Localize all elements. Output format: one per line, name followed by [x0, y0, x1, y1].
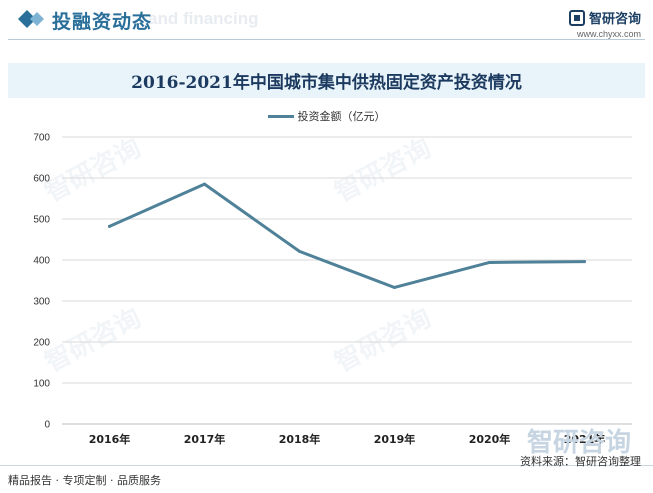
double-chevron-icon: [18, 10, 44, 28]
y-tick-label: 300: [33, 297, 50, 308]
x-tick-label: 2016年: [89, 432, 131, 446]
chart-title-bar: 2016-2021年中国城市集中供热固定资产投资情况: [8, 63, 645, 98]
brand: 智研咨询 www.chyxx.com: [568, 8, 641, 39]
source-note: 资料来源：智研咨询整理: [520, 455, 641, 468]
page-header: and financing 投融资动态 智研咨询 www.chyxx.com: [0, 0, 653, 44]
brand-logo-icon: [568, 9, 585, 26]
y-tick-label: 0: [44, 420, 50, 431]
footer-divider: [0, 465, 653, 466]
y-tick-label: 400: [33, 256, 50, 267]
y-tick-label: 100: [33, 379, 50, 390]
x-tick-label: 2018年: [279, 432, 321, 446]
data-point: [488, 260, 491, 264]
y-tick-label: 200: [33, 338, 50, 349]
footer-tagline: 精品报告 · 专项定制 · 品质服务: [8, 474, 161, 487]
header-divider: [8, 39, 645, 40]
data-point: [108, 224, 111, 228]
data-point: [393, 285, 396, 289]
data-point: [298, 249, 301, 253]
y-tick-label: 700: [33, 133, 50, 144]
corner-watermark: 智研咨询: [526, 428, 631, 458]
y-tick-label: 600: [33, 174, 50, 185]
chart-title: 2016-2021年中国城市集中供热固定资产投资情况: [131, 73, 522, 93]
series-line: [108, 182, 586, 289]
x-tick-label: 2017年: [184, 432, 226, 446]
legend: 投资金额（亿元）: [0, 108, 653, 124]
brand-url: www.chyxx.com: [576, 29, 641, 39]
data-point: [203, 182, 206, 186]
y-tick-label: 500: [33, 215, 50, 226]
legend-swatch: [267, 114, 294, 118]
section-title: 投融资动态: [52, 11, 153, 33]
data-point: [583, 260, 586, 264]
brand-name: 智研咨询: [588, 12, 641, 27]
legend-label: 投资金额（亿元）: [297, 110, 386, 123]
x-tick-label: 2021年: [564, 432, 606, 446]
header-watermark: and financing: [148, 9, 259, 28]
x-tick-label: 2020年: [469, 432, 511, 446]
page-footer: 精品报告 · 专项定制 · 品质服务 资料来源：智研咨询整理: [0, 455, 653, 493]
x-tick-label: 2019年: [374, 432, 416, 446]
